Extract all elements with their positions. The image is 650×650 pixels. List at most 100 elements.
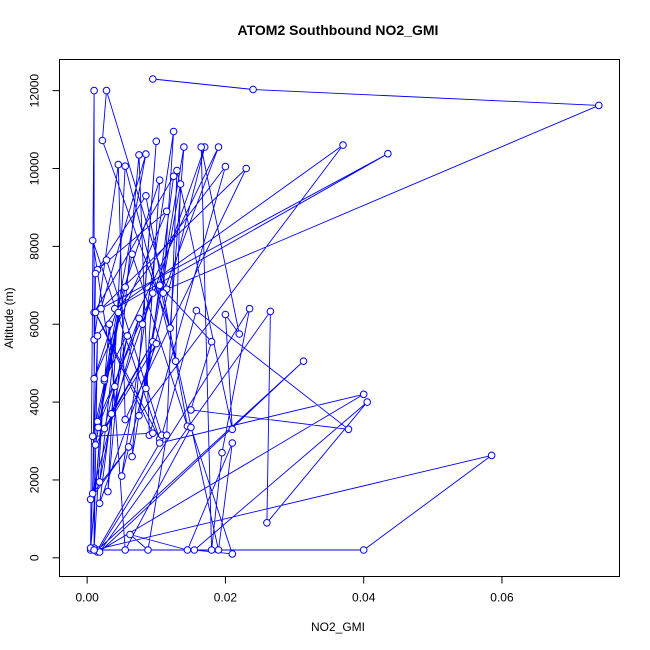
data-point bbox=[111, 382, 119, 391]
data-point bbox=[221, 310, 230, 319]
data-point bbox=[97, 304, 105, 313]
data-point bbox=[121, 283, 129, 292]
data-point bbox=[299, 357, 308, 366]
data-point bbox=[100, 424, 109, 433]
data-point bbox=[135, 314, 143, 323]
data-point bbox=[142, 384, 150, 393]
data-point bbox=[263, 519, 271, 527]
data-point bbox=[93, 332, 102, 340]
data-point bbox=[123, 332, 132, 340]
data-point bbox=[221, 162, 230, 171]
data-point bbox=[100, 374, 109, 383]
y-tick-label: 12000 bbox=[28, 74, 42, 108]
data-point bbox=[144, 546, 152, 554]
data-point bbox=[114, 308, 123, 317]
data-point bbox=[187, 423, 195, 432]
data-point bbox=[192, 306, 201, 315]
series-line bbox=[90, 78, 599, 555]
data-point bbox=[91, 441, 100, 449]
data-point bbox=[90, 546, 98, 554]
data-point bbox=[135, 151, 143, 159]
data-point bbox=[245, 304, 254, 313]
data-point bbox=[91, 308, 100, 317]
data-point bbox=[487, 451, 496, 460]
data-point bbox=[344, 425, 353, 434]
data-point bbox=[117, 472, 126, 480]
data-point bbox=[595, 101, 603, 110]
data-point bbox=[95, 499, 104, 508]
x-axis: 0.00 0.02 0.04 0.06 bbox=[75, 576, 514, 605]
data-point bbox=[190, 546, 199, 554]
data-point bbox=[128, 452, 136, 461]
data-point bbox=[228, 439, 237, 447]
data-point bbox=[94, 423, 102, 432]
y-tick-label: 2000 bbox=[28, 466, 42, 493]
data-point bbox=[88, 432, 97, 441]
data-point bbox=[207, 337, 216, 346]
data-point bbox=[180, 143, 188, 151]
data-point bbox=[102, 86, 111, 95]
data-point bbox=[98, 136, 107, 145]
data-point bbox=[359, 390, 368, 399]
data-point bbox=[339, 141, 347, 149]
data-point bbox=[162, 207, 171, 216]
data-point bbox=[183, 546, 192, 554]
data-point bbox=[149, 75, 157, 83]
data-point bbox=[126, 530, 134, 539]
data-point bbox=[88, 489, 97, 498]
y-tick-label: 6000 bbox=[28, 311, 42, 338]
y-tick-label: 8000 bbox=[28, 233, 42, 260]
data-point bbox=[149, 429, 157, 438]
data-point bbox=[155, 439, 164, 447]
data-point bbox=[384, 149, 392, 158]
data-point bbox=[90, 86, 98, 95]
data-point bbox=[152, 339, 161, 348]
data-point bbox=[249, 85, 257, 94]
data-point bbox=[173, 166, 181, 175]
y-tick-label: 10000 bbox=[28, 151, 42, 185]
x-tick-label: 0.06 bbox=[490, 591, 514, 605]
data-point bbox=[102, 256, 111, 264]
data-point bbox=[105, 320, 114, 329]
data-point bbox=[121, 546, 129, 554]
data-point bbox=[88, 236, 97, 245]
x-tick-label: 0.00 bbox=[75, 591, 99, 605]
data-point bbox=[176, 180, 185, 188]
data-point bbox=[114, 160, 123, 169]
data-point bbox=[207, 546, 216, 554]
plot-frame bbox=[59, 59, 620, 577]
data-point bbox=[218, 448, 226, 457]
data-point bbox=[228, 550, 237, 558]
data-point bbox=[91, 269, 100, 278]
x-tick-label: 0.02 bbox=[214, 591, 238, 605]
data-point bbox=[162, 431, 171, 440]
chart-title: ATOM2 Southbound NO2_GMI bbox=[238, 22, 439, 38]
x-axis-label: NO2_GMI bbox=[311, 620, 365, 634]
data-point bbox=[135, 411, 143, 420]
data-point bbox=[142, 150, 150, 158]
data-point bbox=[124, 443, 133, 451]
data-point bbox=[363, 398, 372, 406]
data-point bbox=[266, 307, 275, 316]
y-axis: 0 2000 4000 6000 8000 10000 12000 bbox=[28, 74, 60, 561]
data-point bbox=[138, 320, 147, 329]
data-point bbox=[242, 164, 250, 173]
data-point bbox=[228, 425, 237, 434]
data-point bbox=[169, 127, 178, 136]
data-point bbox=[152, 137, 161, 146]
data-point bbox=[166, 324, 174, 332]
data-point bbox=[155, 281, 164, 290]
data-point bbox=[214, 143, 223, 151]
data-point bbox=[95, 478, 104, 486]
data-point bbox=[121, 162, 129, 170]
y-axis-label: Altitude (m) bbox=[2, 287, 16, 348]
data-point bbox=[142, 192, 150, 200]
y-tick-label: 0 bbox=[28, 554, 42, 561]
x-tick-label: 0.04 bbox=[352, 591, 376, 605]
data-point bbox=[107, 410, 116, 418]
data-point bbox=[359, 546, 368, 554]
data-point bbox=[121, 415, 129, 424]
data-point bbox=[90, 374, 98, 383]
data-point bbox=[159, 289, 167, 297]
